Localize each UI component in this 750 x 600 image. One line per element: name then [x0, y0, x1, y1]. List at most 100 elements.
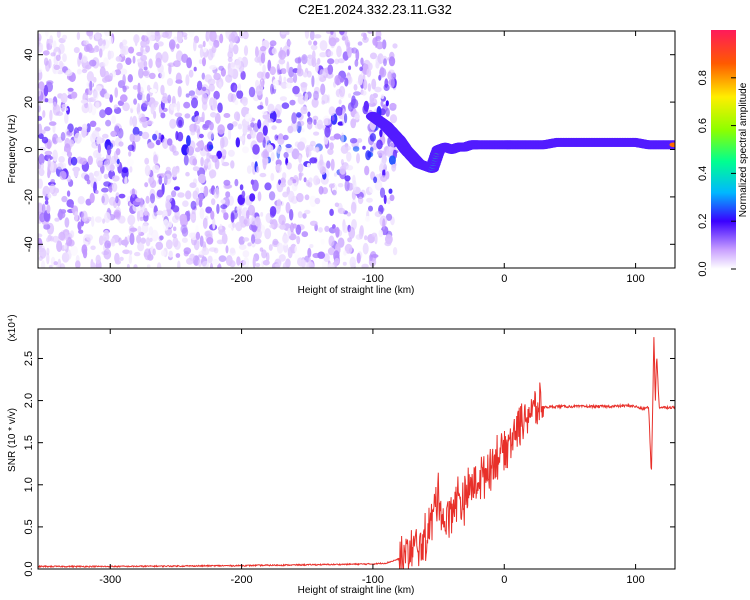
spectrogram-noise-blob	[152, 248, 156, 256]
spectrogram-noise-blob	[38, 101, 41, 113]
spectrogram-noise-blob	[190, 130, 196, 136]
spectrogram-noise-blob	[379, 66, 385, 77]
spectrogram-noise-blob	[162, 138, 169, 149]
spectrogram-noise-blob	[272, 79, 279, 90]
spectrogram-noise-blob	[86, 71, 94, 83]
spectrogram-noise-blob	[95, 170, 103, 182]
spectrogram-noise-blob	[262, 259, 270, 266]
spectrogram-noise-blob	[143, 66, 148, 71]
spectrogram-noise-blob	[61, 195, 68, 203]
spectrogram-noise-blob	[152, 133, 158, 141]
spectrogram-noise-blob	[67, 156, 73, 166]
spectrogram-x-tick-label: 0	[501, 273, 507, 285]
spectrogram-noise-blob	[126, 158, 134, 167]
spectrogram-noise-blob	[260, 46, 267, 52]
spectrogram-noise-blob	[115, 148, 121, 156]
spectrogram-noise-blob	[337, 207, 346, 214]
spectrogram-noise-blob	[282, 262, 288, 268]
spectrogram-noise-blob	[145, 195, 150, 204]
spectrogram-noise-blob	[197, 140, 205, 149]
spectrogram-noise-blob	[294, 244, 301, 256]
spectrogram-noise-blob	[184, 113, 191, 119]
spectrogram-noise-blob	[282, 191, 289, 198]
spectrogram-noise-blob	[379, 129, 383, 138]
spectrogram-noise-blob	[118, 193, 126, 199]
spectrogram-noise-blob	[81, 244, 88, 256]
spectrogram-noise-blob	[371, 232, 377, 237]
snr-y-tick-label: 2.5	[23, 351, 35, 366]
spectrogram-noise-blob	[148, 226, 154, 236]
spectrogram-noise-blob	[97, 37, 103, 47]
spectrogram-noise-blob	[175, 253, 181, 258]
spectrogram-noise-blob	[38, 81, 45, 91]
spectrogram-noise-blob	[232, 44, 239, 55]
snr-x-tick-label: 0	[501, 574, 507, 586]
spectrogram-noise-blob	[153, 110, 157, 119]
spectrogram-noise-blob	[354, 113, 360, 120]
spectrogram-noise-blob	[364, 165, 370, 176]
spectrogram-noise-blob	[344, 77, 349, 87]
spectrogram-noise-blob	[210, 210, 215, 220]
spectrogram-noise-blob	[175, 72, 182, 84]
snr-xlabel: Height of straight line (km)	[298, 585, 415, 596]
spectrogram-noise-blob	[144, 157, 150, 165]
spectrogram-noise-blob	[64, 217, 70, 228]
spectrogram-noise-blob	[264, 182, 272, 191]
spectrogram-noise-blob	[104, 107, 113, 116]
spectrogram-noise-blob	[160, 84, 165, 96]
spectrogram-noise-blob	[242, 123, 248, 136]
spectrogram-noise-blob	[274, 263, 282, 268]
spectrogram-noise-blob	[352, 146, 360, 152]
spectrogram-noise-blob	[97, 143, 101, 154]
spectrogram-noise-blob	[297, 62, 302, 75]
spectrogram-noise-blob	[213, 98, 217, 109]
spectrogram-noise-blob	[342, 261, 347, 266]
spectrogram-noise-blob	[173, 226, 177, 232]
spectrogram-noise-blob	[127, 214, 136, 226]
spectrogram-noise-blob	[109, 36, 114, 45]
snr-x-tick-label: -100	[362, 574, 384, 586]
spectrogram-noise-blob	[78, 52, 83, 60]
spectrogram-noise-blob	[170, 103, 178, 111]
spectrogram-noise-blob	[145, 120, 154, 125]
spectrogram-noise-blob	[235, 137, 240, 148]
spectrogram-noise-blob	[304, 209, 311, 215]
spectrogram-noise-blob	[155, 139, 161, 146]
spectrogram-noise-blob	[223, 113, 231, 118]
spectrogram-noise-blob	[301, 54, 308, 65]
spectrogram-noise-blob	[270, 83, 274, 95]
spectrogram-noise-blob	[86, 234, 93, 242]
spectrogram-noise-blob	[207, 48, 214, 61]
spectrogram-noise-blob	[368, 205, 373, 212]
spectrogram-noise-blob	[91, 216, 95, 227]
spectrogram-noise-blob	[199, 235, 204, 248]
spectrogram-noise-blob	[179, 213, 188, 224]
spectrogram-noise-blob	[251, 161, 255, 168]
spectrogram-noise-blob	[347, 237, 352, 243]
colorbar-tick-label: 0.4	[697, 166, 709, 181]
snr-ylabel: SNR (10 * v/v)	[7, 408, 18, 472]
spectrogram-noise-blob	[334, 74, 342, 86]
spectrogram-noise-blob	[361, 90, 367, 96]
spectrogram-noise-blob	[327, 64, 334, 75]
spectrogram-noise-blob	[391, 163, 397, 172]
spectrogram-noise-blob	[336, 45, 342, 58]
spectrogram-noise-blob	[83, 44, 90, 53]
spectrogram-noise-blob	[335, 106, 344, 116]
spectrogram-noise-blob	[183, 124, 190, 133]
spectrogram-noise-blob	[248, 86, 256, 98]
spectrogram-noise-blob	[241, 97, 248, 106]
spectrogram-noise-blob	[118, 141, 124, 147]
spectrogram-noise-blob	[285, 143, 292, 149]
spectrogram-noise-blob	[269, 224, 275, 229]
spectrogram-noise-blob	[143, 248, 152, 261]
spectrogram-noise-blob	[49, 35, 54, 46]
spectrogram-noise-blob	[54, 217, 60, 222]
spectrogram-noise-blob	[60, 92, 68, 104]
spectrogram-noise-blob	[173, 60, 181, 68]
spectrogram-noise-blob	[132, 115, 138, 128]
spectrogram-noise-blob	[227, 149, 235, 157]
spectrogram-noise-blob	[279, 224, 286, 230]
spectrogram-noise-blob	[38, 255, 43, 261]
